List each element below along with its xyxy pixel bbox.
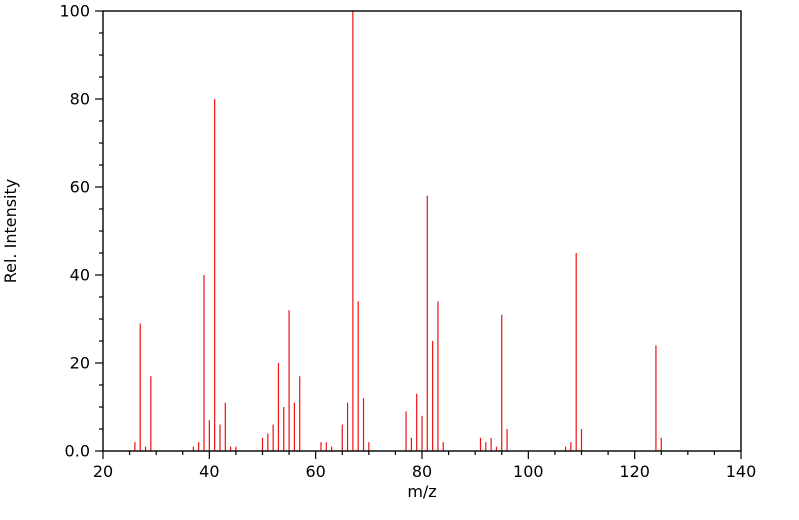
x-axis-tick-label: 100	[513, 462, 544, 481]
y-axis-tick-label: 80	[70, 90, 90, 109]
y-axis-tick-label: 40	[70, 266, 90, 285]
plot-frame	[102, 10, 742, 452]
x-axis-tick-label: 140	[726, 462, 757, 481]
y-axis-tick-label: 100	[59, 2, 90, 21]
x-axis-tick-label: 60	[305, 462, 325, 481]
x-axis-tick-label: 120	[619, 462, 650, 481]
y-axis-tick-label: 20	[70, 354, 90, 373]
x-axis-tick-label: 20	[93, 462, 113, 481]
y-axis-tick-label: 60	[70, 178, 90, 197]
y-axis-title: Rel. Intensity	[1, 179, 20, 284]
x-axis-tick-label: 80	[412, 462, 432, 481]
x-axis-title: m/z	[407, 482, 436, 501]
x-axis-tick-label: 40	[199, 462, 219, 481]
y-axis-tick-label: 0.0	[65, 442, 90, 461]
